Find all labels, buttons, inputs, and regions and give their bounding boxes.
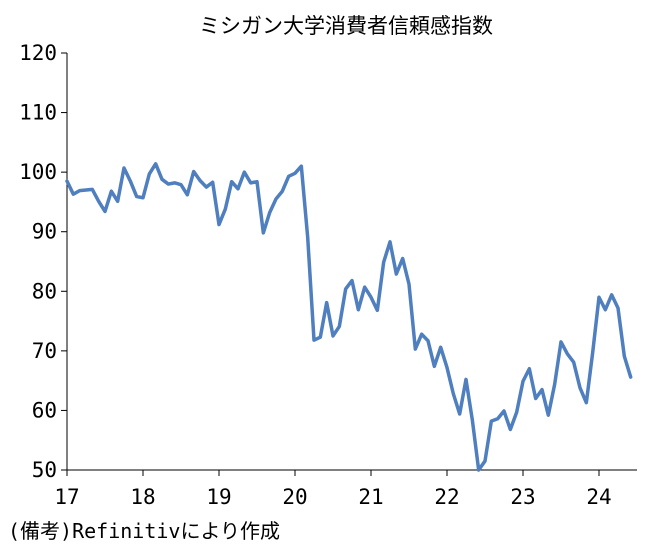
chart-title: ミシガン大学消費者信頼感指数 xyxy=(199,14,493,38)
x-tick-label: 21 xyxy=(358,485,383,509)
source-note: (備考)Refinitivにより作成 xyxy=(8,519,281,543)
x-tick-label: 22 xyxy=(434,485,459,509)
x-tick-label: 17 xyxy=(54,485,79,509)
x-tick-label: 18 xyxy=(130,485,155,509)
series-line-1 xyxy=(65,162,633,472)
y-tick-label: 80 xyxy=(32,279,57,303)
y-axis: 50 60 70 80 90 100 110 120 xyxy=(19,41,68,482)
y-tick-label: 100 xyxy=(19,160,57,184)
x-tick-label: 20 xyxy=(282,485,307,509)
x-tick-label: 19 xyxy=(206,485,231,509)
series-layer xyxy=(65,162,633,472)
y-tick-label: 120 xyxy=(19,41,57,65)
x-tick-label: 24 xyxy=(586,485,611,509)
x-tick-label: 23 xyxy=(510,485,535,509)
y-tick-label: 70 xyxy=(32,339,57,363)
y-tick-label: 60 xyxy=(32,398,57,422)
y-tick-label: 90 xyxy=(32,220,57,244)
y-tick-label: 50 xyxy=(32,458,57,482)
x-axis: 17 18 19 20 21 22 23 24 xyxy=(54,469,637,509)
y-tick-label: 110 xyxy=(19,101,57,125)
